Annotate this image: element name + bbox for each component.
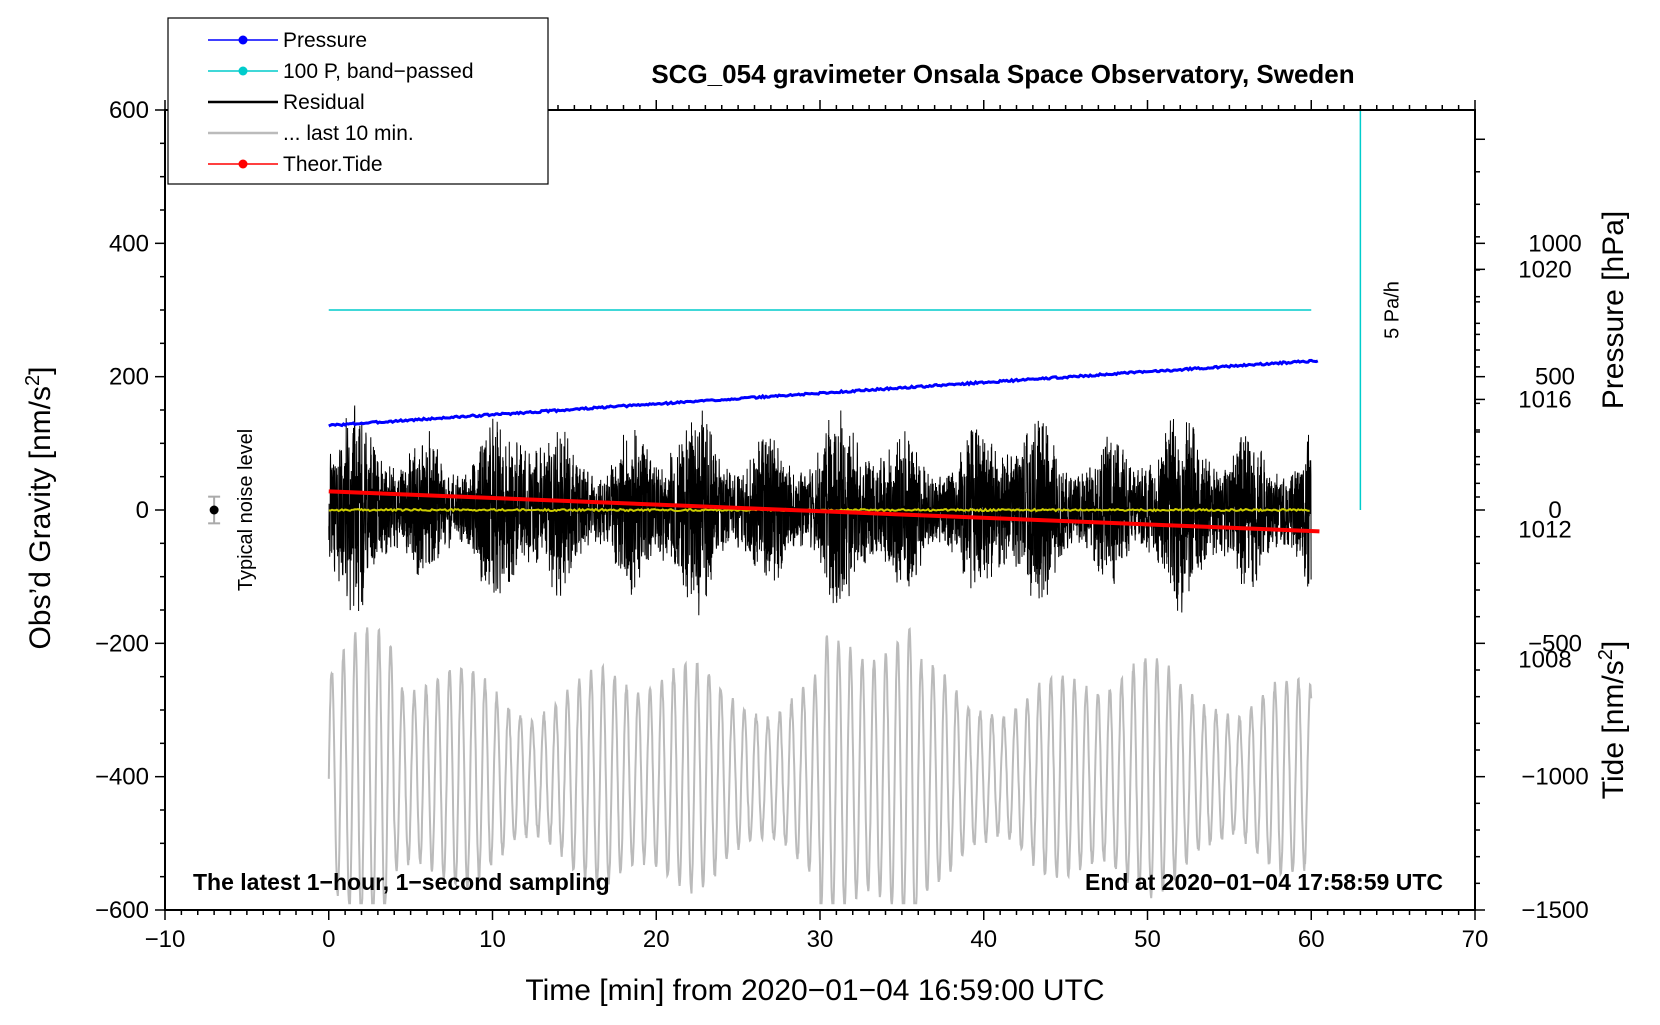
legend-label: Theor.Tide xyxy=(283,153,383,176)
y-tick-label: −200 xyxy=(95,630,149,657)
tide-tick-label: 1000 xyxy=(1528,230,1581,257)
y-axis-label-gravity: Obs’d Gravity [nm/s2] xyxy=(22,367,57,650)
series-residual xyxy=(328,405,1312,616)
y-tick-label: −600 xyxy=(95,897,149,924)
rate-bar-label: 5 Pa/h xyxy=(1381,281,1403,339)
annotation-latest-hour: The latest 1−hour, 1−second sampling xyxy=(193,869,610,895)
y-tick-label: 600 xyxy=(109,97,149,124)
x-tick-label: 60 xyxy=(1298,926,1325,953)
tide-tick-label: −1500 xyxy=(1521,897,1588,924)
series-pressure xyxy=(328,358,1319,428)
annotation-end-time: End at 2020−01−04 17:58:59 UTC xyxy=(1085,869,1443,895)
tide-tick-label: 0 xyxy=(1548,497,1561,524)
tide-tick-label: −500 xyxy=(1528,630,1582,657)
legend-label: Residual xyxy=(283,91,365,114)
pressure-tick-label: 1012 xyxy=(1518,517,1571,544)
y-tick-label: −400 xyxy=(95,764,149,791)
pressure-tick-label: 1020 xyxy=(1518,256,1571,283)
x-tick-label: 30 xyxy=(807,926,834,953)
legend-label: 100 P, band−passed xyxy=(283,60,474,83)
y-axis-label-pressure: Pressure [hPa] xyxy=(1597,211,1630,409)
x-tick-label: 50 xyxy=(1134,926,1161,953)
x-tick-label: 10 xyxy=(479,926,506,953)
traces-layer xyxy=(327,309,1320,905)
x-tick-label: −10 xyxy=(145,926,186,953)
x-tick-label: 70 xyxy=(1462,926,1489,953)
noise-point xyxy=(209,505,219,515)
legend: Pressure 100 P, band−passed Residual ... la… xyxy=(167,17,549,185)
pressure-tick-label: 1008 xyxy=(1518,647,1571,674)
y-axis-label-tide: Tide [nm/s2] xyxy=(1595,641,1630,799)
y-tick-label: 0 xyxy=(136,497,149,524)
tide-tick-label: −1000 xyxy=(1521,764,1588,791)
legend-marker xyxy=(238,66,248,76)
y-tick-label: 200 xyxy=(109,364,149,391)
tide-tick-label: 500 xyxy=(1535,364,1575,391)
x-tick-label: 20 xyxy=(643,926,670,953)
annotations-layer: 5 Pa/h Typical noise level xyxy=(208,110,1403,591)
legend-label: ... last 10 min. xyxy=(283,122,414,145)
x-tick-label: 0 xyxy=(322,926,335,953)
noise-label: Typical noise level xyxy=(235,429,257,591)
axes-layer: −10 0 10 20 30 40 50 60 706004002000−200−400−600… xyxy=(95,97,1589,953)
legend-label: Pressure xyxy=(283,29,367,52)
series-theor-tide xyxy=(328,489,1320,534)
legend-marker xyxy=(238,159,248,169)
y-tick-label: 400 xyxy=(109,230,149,257)
series-last-10-min xyxy=(327,627,1313,905)
legend-marker xyxy=(238,35,248,45)
chart-title: SCG_054 gravimeter Onsala Space Observat… xyxy=(651,59,1354,89)
pressure-tick-label: 1016 xyxy=(1518,386,1571,413)
x-axis-label: Time [min] from 2020−01−04 16:59:00 UTC xyxy=(525,974,1104,1007)
x-tick-label: 40 xyxy=(970,926,997,953)
